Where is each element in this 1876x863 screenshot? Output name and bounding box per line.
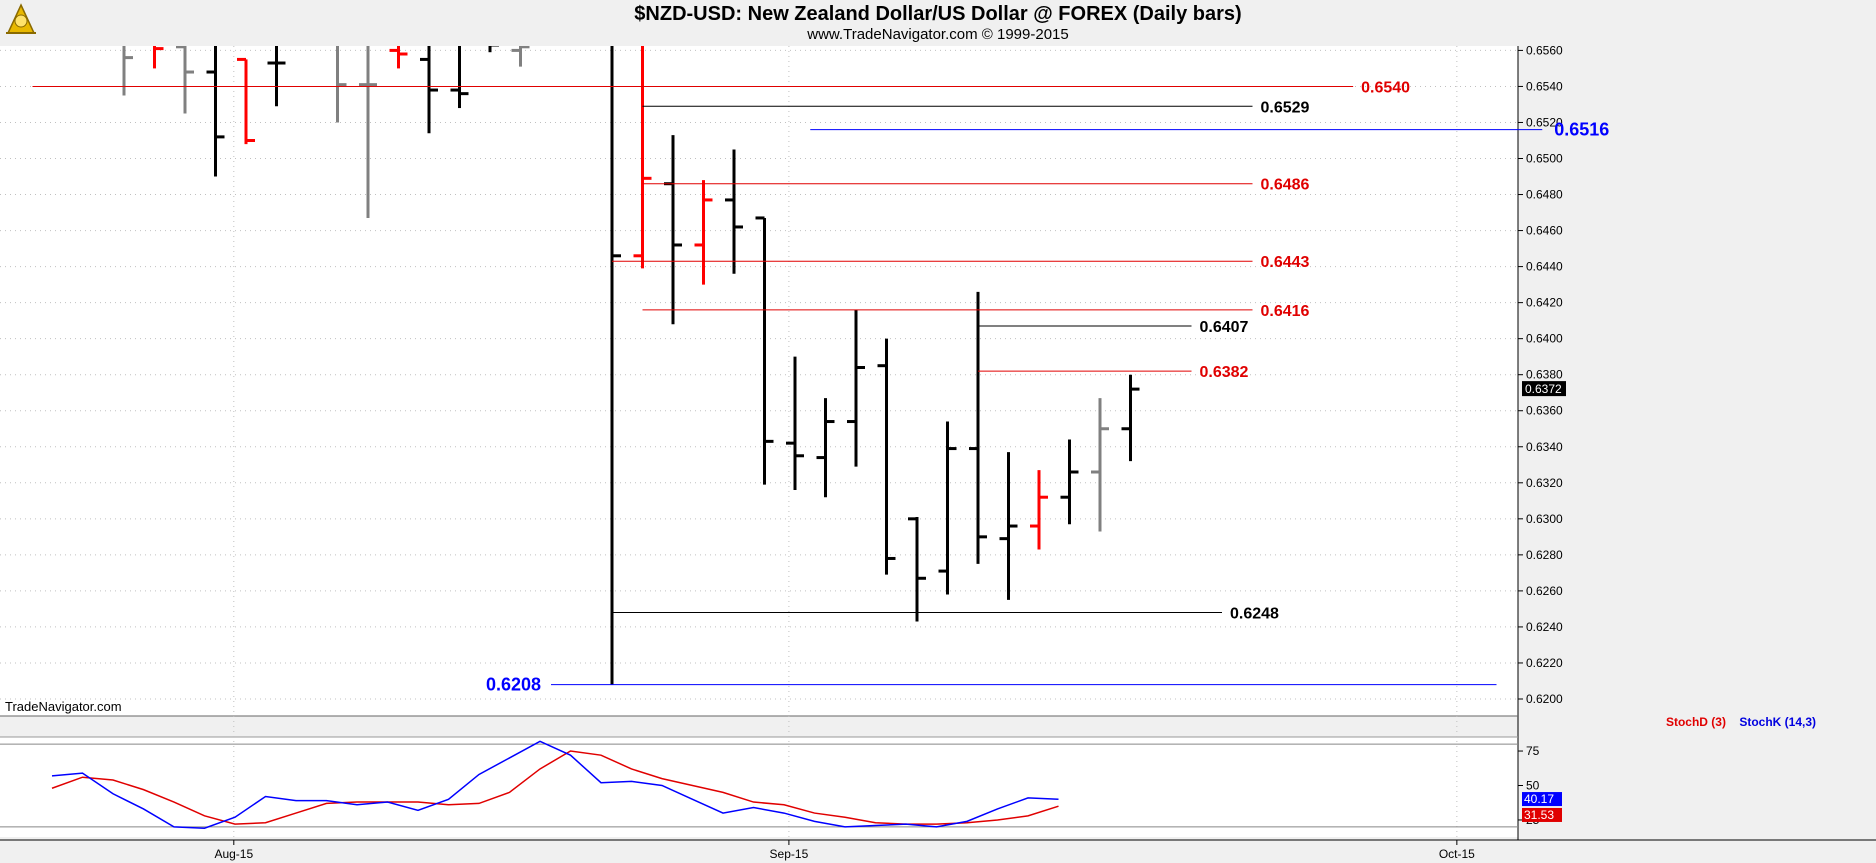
price-tick-label: 0.6400 — [1526, 332, 1563, 346]
level-label-0.6416: 0.6416 — [1261, 303, 1310, 320]
price-tick-label: 0.6460 — [1526, 224, 1563, 238]
price-tick-label: 0.6500 — [1526, 152, 1563, 166]
stoch-panel-bg — [0, 737, 1518, 837]
date-tick-label: Oct-15 — [1439, 847, 1475, 861]
date-tick-label: Aug-15 — [214, 847, 253, 861]
price-tick-label: 0.6200 — [1526, 692, 1563, 706]
last-price-label: 0.6372 — [1525, 382, 1562, 396]
price-tick-label: 0.6240 — [1526, 620, 1563, 634]
legend-stochk: StochK (14,3) — [1739, 715, 1816, 729]
price-panel-bg — [0, 46, 1518, 716]
price-tick-label: 0.6380 — [1526, 368, 1563, 382]
stoch-tick-label: 75 — [1526, 744, 1540, 758]
price-tick-label: 0.6540 — [1526, 79, 1563, 93]
price-tick-label: 0.6520 — [1526, 115, 1563, 129]
level-label-0.6208: 0.6208 — [486, 675, 541, 695]
date-tick-label: Sep-15 — [770, 847, 809, 861]
level-label-0.6407: 0.6407 — [1200, 319, 1249, 336]
stoch-last-tag — [1522, 792, 1562, 807]
stoch-line-StochD (3) — [51, 750, 1059, 825]
stoch-legend: StochD (3) StochK (14,3) — [1666, 715, 1816, 729]
price-tick-label: 0.6260 — [1526, 584, 1563, 598]
stoch-last-label: 40.17 — [1524, 792, 1554, 806]
stoch-line-StochK (14,3) — [51, 740, 1059, 829]
level-label-0.6486: 0.6486 — [1261, 177, 1310, 194]
level-label-0.6248: 0.6248 — [1230, 606, 1279, 623]
price-tick-label: 0.6340 — [1526, 440, 1563, 454]
price-tick-label: 0.6440 — [1526, 260, 1563, 274]
price-tick-label: 0.6360 — [1526, 404, 1563, 418]
price-tick-label: 0.6560 — [1526, 43, 1563, 57]
axis-bg — [1518, 46, 1876, 846]
price-tick-label: 0.6480 — [1526, 188, 1563, 202]
level-label-0.6516: 0.6516 — [1554, 120, 1609, 140]
last-price-tag — [1522, 381, 1566, 397]
price-tick-label: 0.6420 — [1526, 296, 1563, 310]
stoch-tick-label: 50 — [1526, 779, 1540, 793]
chart-title: $NZD-USD: New Zealand Dollar/US Dollar @… — [634, 3, 1242, 25]
chart-subtitle: www.TradeNavigator.com © 1999-2015 — [807, 26, 1069, 43]
price-tick-label: 0.6320 — [1526, 476, 1563, 490]
price-tick-label: 0.6280 — [1526, 548, 1563, 562]
stoch-last-label: 31.53 — [1524, 808, 1554, 822]
stoch-last-tag — [1522, 807, 1562, 822]
level-label-0.6382: 0.6382 — [1200, 364, 1249, 381]
chart-header: $NZD-USD: New Zealand Dollar/US Dollar @… — [0, 0, 1876, 46]
level-label-0.6529: 0.6529 — [1261, 99, 1310, 116]
level-label-0.6540: 0.6540 — [1361, 79, 1410, 96]
trade-navigator-logo-icon — [6, 3, 36, 34]
price-tick-label: 0.6300 — [1526, 512, 1563, 526]
ohlc-bars — [122, 46, 1140, 685]
level-label-0.6443: 0.6443 — [1261, 254, 1310, 271]
legend-stochd: StochD (3) — [1665, 715, 1726, 729]
price-tick-label: 0.6220 — [1526, 656, 1563, 670]
watermark: TradeNavigator.com — [5, 699, 122, 714]
